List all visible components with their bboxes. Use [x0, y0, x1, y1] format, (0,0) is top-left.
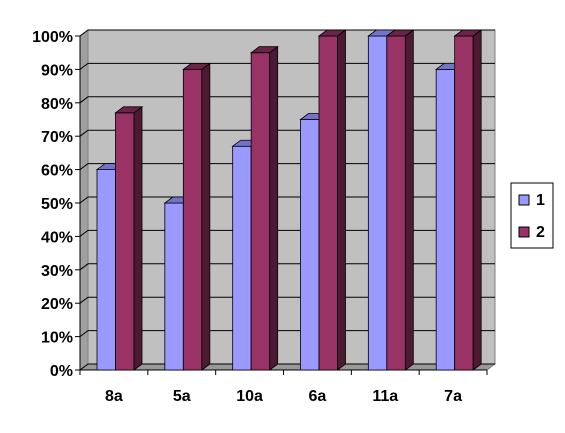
bar-front [367, 35, 388, 371]
gridline [79, 330, 495, 338]
legend-label-series-2: 2 [536, 224, 545, 241]
x-tick-label: 11a [372, 388, 398, 405]
x-tick-label: 6a [309, 388, 327, 405]
gridline [79, 296, 495, 304]
y-tick-label: 50% [41, 196, 73, 213]
bar-side [404, 29, 414, 371]
bar-2-7a [453, 29, 483, 371]
bar-2-8a [114, 106, 144, 371]
y-tick-label: 20% [41, 296, 73, 313]
legend: 1 2 [510, 182, 554, 249]
bar-2-5a [182, 62, 212, 371]
gridline [79, 62, 495, 70]
y-tick-label: 60% [41, 163, 73, 180]
gridline [79, 129, 495, 137]
bar-top [114, 106, 144, 114]
gridlines [79, 29, 495, 371]
bar-front [164, 202, 184, 371]
bar-front [250, 52, 271, 371]
bar-2-10a [249, 45, 279, 371]
gridline [79, 96, 495, 104]
gridline [79, 196, 495, 204]
y-tick-label: 100% [32, 29, 73, 46]
plot-floor [78, 363, 497, 371]
x-axis-ticks: 8a 5a 10a 6a 11a 7a [79, 370, 488, 405]
bar-top [385, 29, 415, 37]
gridline [79, 29, 495, 37]
bar-front [386, 35, 406, 371]
y-tick-label: 70% [41, 129, 73, 146]
y-tick-label: 30% [41, 263, 73, 280]
gridline [79, 263, 495, 271]
gridline [79, 163, 495, 171]
x-tick-label: 5a [173, 388, 191, 405]
bar-top [182, 63, 212, 70]
x-tick-label: 8a [105, 388, 123, 405]
gridline [79, 363, 495, 371]
gridline [79, 229, 495, 237]
bar-side [337, 29, 346, 371]
bar-front [115, 112, 135, 371]
bar-top [249, 46, 279, 54]
legend-box [510, 182, 554, 249]
bar-side [269, 45, 279, 371]
y-axis-ticks: 0% 10% 20% 30% 40% 50% 60% 70% 80% 90% 100% [32, 29, 80, 380]
bar-top [453, 29, 483, 37]
legend-swatch-series-1 [518, 194, 530, 206]
bar-front [318, 35, 338, 371]
bar-front [300, 119, 320, 371]
y-tick-label: 10% [41, 330, 73, 347]
bar-side [472, 29, 482, 371]
x-tick-label: 10a [236, 388, 263, 405]
bars [95, 29, 483, 371]
bar-top [317, 29, 347, 37]
y-tick-label: 40% [41, 229, 73, 246]
y-tick-label: 80% [41, 96, 73, 113]
bar-front [182, 69, 203, 371]
bar-2-6a [317, 29, 347, 371]
bar-side [133, 106, 143, 371]
bar-front [232, 145, 252, 371]
legend-label-series-1: 1 [536, 192, 545, 209]
bar-front [96, 169, 116, 371]
bar-side [201, 62, 211, 371]
bar-2-11a [385, 29, 415, 371]
legend-swatch-series-2 [518, 226, 530, 238]
bar-front [435, 69, 456, 371]
bar-front [454, 35, 474, 371]
x-tick-label: 7a [444, 388, 462, 405]
y-tick-label: 90% [41, 62, 73, 79]
y-tick-label: 0% [50, 363, 73, 380]
